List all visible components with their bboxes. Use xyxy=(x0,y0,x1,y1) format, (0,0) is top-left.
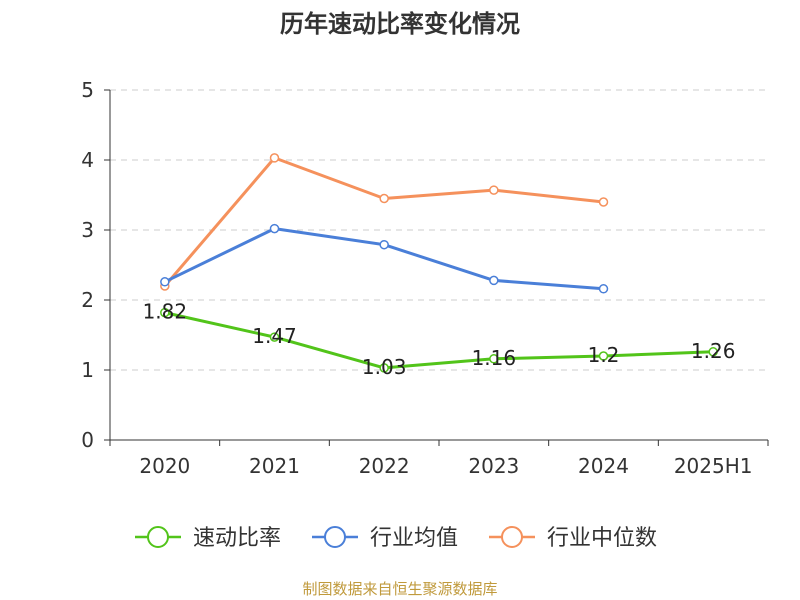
data-point xyxy=(160,277,170,287)
data-point xyxy=(269,332,280,342)
y-tick-label: 4 xyxy=(81,148,94,172)
data-point xyxy=(489,185,499,195)
y-tick-label: 3 xyxy=(81,218,94,242)
y-tick-label: 1 xyxy=(81,358,94,382)
series-line-1 xyxy=(164,227,604,291)
x-tick-label: 2022 xyxy=(359,454,410,478)
data-point xyxy=(379,363,389,373)
data-point xyxy=(598,197,609,207)
y-tick-label: 2 xyxy=(81,288,94,312)
y-tick-label: 5 xyxy=(81,78,94,102)
x-tick-label: 2025H1 xyxy=(674,454,753,478)
series-lines xyxy=(160,153,718,373)
legend-label: 行业中位数 xyxy=(547,526,657,551)
legend-label: 行业均值 xyxy=(370,526,458,551)
legend-marker xyxy=(147,526,169,548)
series-line-2 xyxy=(163,156,604,287)
data-point xyxy=(269,223,280,234)
data-point xyxy=(379,239,389,250)
data-point xyxy=(598,284,609,294)
legend-marker xyxy=(324,526,346,548)
legend-item-0[interactable]: 速动比率 xyxy=(135,526,281,551)
data-label: 1.47 xyxy=(252,324,297,348)
source-note: 制图数据来自恒生聚源数据库 xyxy=(302,580,498,598)
legend-item-2[interactable]: 行业中位数 xyxy=(489,526,657,551)
chart-title: 历年速动比率变化情况 xyxy=(280,10,520,38)
x-tick-label: 2020 xyxy=(139,454,190,478)
data-point xyxy=(598,351,609,361)
data-label: 1.26 xyxy=(691,339,736,363)
data-label: 1.16 xyxy=(472,346,517,370)
grid-lines xyxy=(110,89,768,371)
data-labels: 1.82 1.47 1.03 1.16 1.2 1.26 xyxy=(143,300,736,379)
data-point xyxy=(160,307,170,318)
data-point xyxy=(489,354,499,364)
data-label: 1.2 xyxy=(588,343,620,367)
data-point xyxy=(708,347,718,357)
data-label: 1.03 xyxy=(362,355,407,379)
legend[interactable]: 速动比率 行业均值 行业中位数 xyxy=(135,526,657,551)
data-point xyxy=(489,275,499,286)
x-tick-label: 2024 xyxy=(578,454,629,478)
data-point xyxy=(379,193,389,204)
legend-marker xyxy=(501,526,523,548)
y-tick-label: 0 xyxy=(81,428,94,452)
x-tick-label: 2023 xyxy=(468,454,519,478)
axes: 0 1 2 3 4 5 2020 2021 2022 2023 2024 2025H1 xyxy=(81,78,769,478)
data-label: 1.82 xyxy=(143,300,188,324)
data-point xyxy=(269,153,280,163)
legend-label: 速动比率 xyxy=(193,526,281,551)
x-tick-label: 2021 xyxy=(249,454,300,478)
series-line-0 xyxy=(164,311,714,370)
legend-item-1[interactable]: 行业均值 xyxy=(312,526,458,551)
